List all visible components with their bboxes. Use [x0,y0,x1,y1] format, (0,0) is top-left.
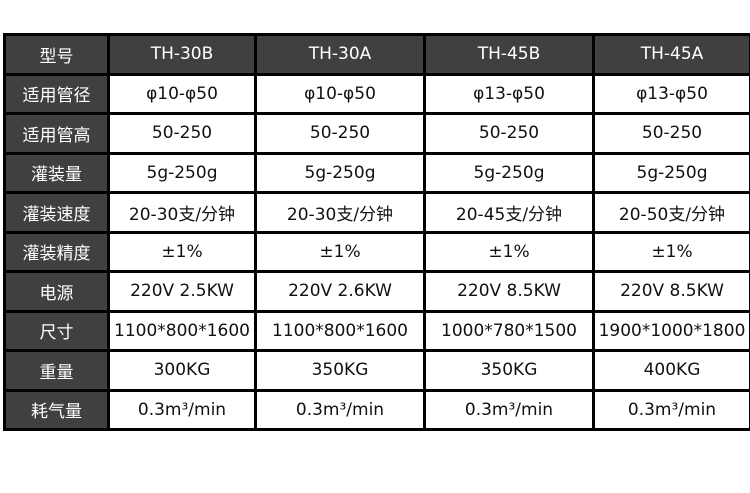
table-cell: 0.3m³/min [254,388,426,431]
table-cell: 20-30支/分钟 [254,191,426,234]
row-label: 适用管高 [3,112,110,155]
row-label: 灌装速度 [3,191,110,234]
spec-table: 型号 TH-30B TH-30A TH-45B TH-45A 适用管径 φ10-φ50 φ10… [3,33,750,431]
row-label: 灌装精度 [3,230,110,273]
table-row: 耗气量 0.3m³/min 0.3m³/min 0.3m³/min 0.3m³/min [3,388,750,431]
header-label: 型号 [3,33,110,76]
table-cell: 20-30支/分钟 [107,191,257,234]
table-row: 电源 220V 2.5KW 220V 2.6KW 220V 8.5KW 220V 8.5… [3,270,750,313]
table-cell: φ10-φ50 [107,72,257,115]
header-row: 型号 TH-30B TH-30A TH-45B TH-45A [3,33,750,76]
table-cell: 5g-250g [107,151,257,194]
table-cell: 50-250 [592,112,750,155]
table-cell: 1900*1000*1800 [592,309,750,352]
table-cell: 220V 2.6KW [254,270,426,313]
table-cell: 400KG [592,349,750,392]
row-label: 重量 [3,349,110,392]
table-cell: 220V 8.5KW [423,270,595,313]
table-row: 灌装速度 20-30支/分钟 20-30支/分钟 20-45支/分钟 20-50支/分钟 [3,191,750,234]
table-cell: 50-250 [254,112,426,155]
table-cell: 1100*800*1600 [107,309,257,352]
table-cell: φ13-φ50 [592,72,750,115]
table-row: 重量 300KG 350KG 350KG 400KG [3,349,750,392]
table-cell: 20-50支/分钟 [592,191,750,234]
table-cell: 220V 8.5KW [592,270,750,313]
table-cell: 0.3m³/min [107,388,257,431]
table-cell: 300KG [107,349,257,392]
table-cell: 220V 2.5KW [107,270,257,313]
table-row: 灌装量 5g-250g 5g-250g 5g-250g 5g-250g [3,151,750,194]
table-cell: 50-250 [423,112,595,155]
table-cell: ±1% [423,230,595,273]
table-row: 适用管径 φ10-φ50 φ10-φ50 φ13-φ50 φ13-φ50 [3,72,750,115]
row-label: 尺寸 [3,309,110,352]
model-header: TH-30B [107,33,257,76]
row-label: 灌装量 [3,151,110,194]
row-label: 适用管径 [3,72,110,115]
model-header: TH-30A [254,33,426,76]
table-cell: 50-250 [107,112,257,155]
table-cell: ±1% [592,230,750,273]
table-cell: 5g-250g [592,151,750,194]
table-cell: 5g-250g [254,151,426,194]
table-cell: 0.3m³/min [592,388,750,431]
table-cell: 1100*800*1600 [254,309,426,352]
row-label: 电源 [3,270,110,313]
table-row: 适用管高 50-250 50-250 50-250 50-250 [3,112,750,155]
table-cell: 0.3m³/min [423,388,595,431]
table-cell: φ13-φ50 [423,72,595,115]
table-cell: 5g-250g [423,151,595,194]
table-cell: 350KG [254,349,426,392]
table-cell: 20-45支/分钟 [423,191,595,234]
table-row: 尺寸 1100*800*1600 1100*800*1600 1000*780*150… [3,309,750,352]
model-header: TH-45A [592,33,750,76]
table-cell: φ10-φ50 [254,72,426,115]
table-cell: ±1% [254,230,426,273]
model-header: TH-45B [423,33,595,76]
table-cell: 1000*780*1500 [423,309,595,352]
row-label: 耗气量 [3,388,110,431]
table-cell: ±1% [107,230,257,273]
table-cell: 350KG [423,349,595,392]
table-row: 灌装精度 ±1% ±1% ±1% ±1% [3,230,750,273]
